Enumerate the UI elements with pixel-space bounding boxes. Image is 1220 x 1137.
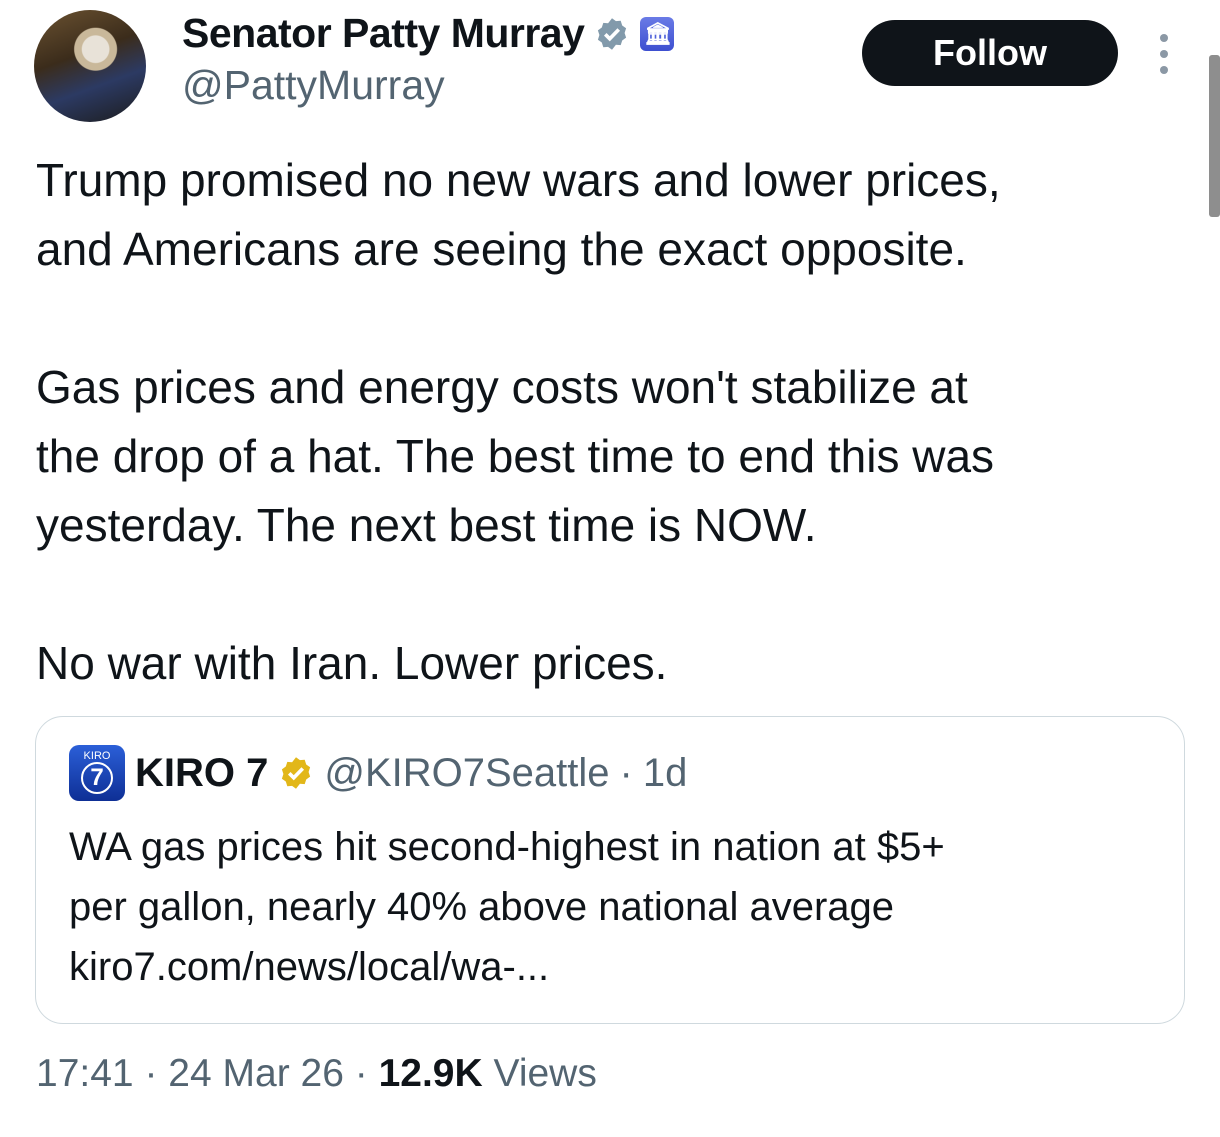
text-line: per gallon, nearly 40% above national av… <box>69 885 895 929</box>
text-line: and Americans are seeing the exact oppos… <box>36 223 967 275</box>
quoted-tweet-header: KIRO 7 KIRO 7 @KIRO7Seattle · 1d <box>69 745 687 801</box>
tweet-paragraph: Trump promised no new wars and lower pri… <box>36 146 1001 284</box>
quoted-tweet[interactable]: KIRO 7 KIRO 7 @KIRO7Seattle · 1d WA gas … <box>35 716 1185 1024</box>
capitol-icon: 🏛 <box>640 16 675 51</box>
avatar[interactable] <box>34 10 146 122</box>
link-text[interactable]: kiro7.com/news/local/wa-... <box>69 945 550 989</box>
author-name-row: Senator Patty Murray 🏛 <box>182 10 675 57</box>
tweet-time[interactable]: 17:41 <box>36 1052 134 1095</box>
verified-badge-icon <box>598 17 627 50</box>
text-line: WA gas prices hit second-highest in nati… <box>69 825 945 869</box>
separator: · <box>144 1052 158 1095</box>
text-line: the drop of a hat. The best time to end … <box>36 430 995 482</box>
quoted-tweet-text: WA gas prices hit second-highest in nati… <box>69 817 945 997</box>
gold-verified-badge-icon <box>282 757 311 789</box>
tweet-paragraph: No war with Iran. Lower prices. <box>36 629 1001 698</box>
views-count: 12.9K <box>378 1052 483 1095</box>
text-line: Gas prices and energy costs won't stabil… <box>36 361 968 413</box>
tweet-paragraph: Gas prices and energy costs won't stabil… <box>36 353 1001 560</box>
quoted-author-handle[interactable]: @KIRO7Seattle <box>324 750 610 795</box>
tweet-meta: 17:41 · 24 Mar 26 · 12.9K Views <box>36 1052 597 1096</box>
scrollbar[interactable] <box>1209 55 1220 217</box>
tweet-text: Trump promised no new wars and lower pri… <box>36 146 1001 698</box>
more-options-icon[interactable] <box>1152 34 1176 74</box>
text-line: yesterday. The next best time is NOW. <box>36 499 817 551</box>
separator: · <box>619 750 633 795</box>
kiro-logo-avatar[interactable]: KIRO 7 <box>69 745 125 801</box>
text-line: No war with Iran. Lower prices. <box>36 637 668 689</box>
author-handle[interactable]: @PattyMurray <box>182 62 445 108</box>
tweet-date[interactable]: 24 Mar 26 <box>168 1052 344 1095</box>
follow-button[interactable]: Follow <box>862 20 1118 86</box>
separator: · <box>354 1052 368 1095</box>
views-label: Views <box>493 1052 597 1095</box>
text-line: Trump promised no new wars and lower pri… <box>36 154 1001 206</box>
quoted-author-name[interactable]: KIRO 7 <box>135 750 269 795</box>
quoted-time[interactable]: 1d <box>642 750 688 795</box>
author-name[interactable]: Senator Patty Murray <box>182 10 585 56</box>
